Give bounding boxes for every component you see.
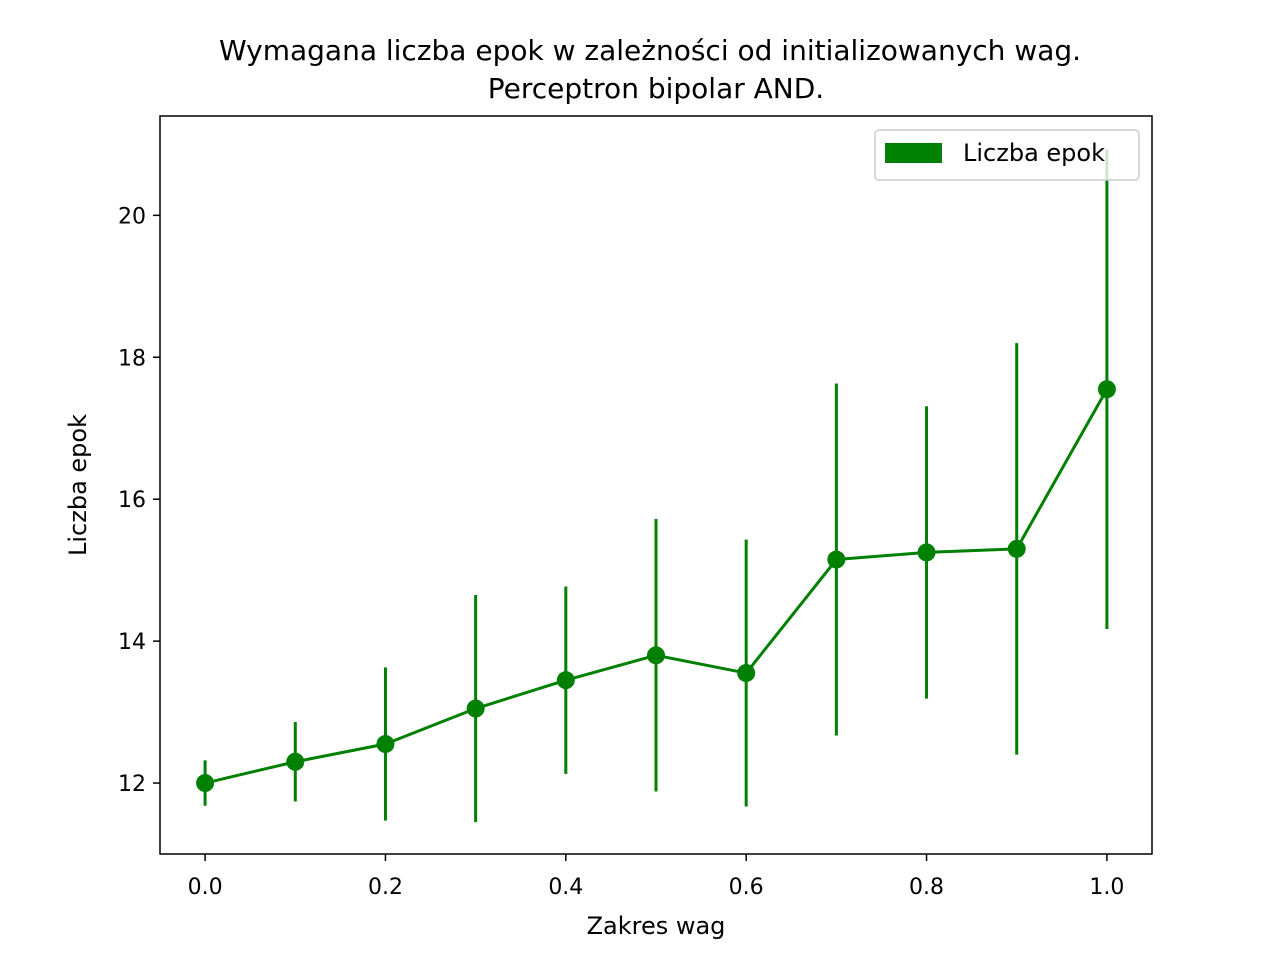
- x-tick-label: 0.0: [188, 875, 223, 900]
- data-point: [1097, 380, 1116, 399]
- chart-title-line-2: Perceptron bipolar AND.: [488, 72, 824, 105]
- x-tick-label: 0.4: [548, 875, 583, 900]
- plot-area: [196, 149, 1116, 823]
- data-point: [647, 646, 665, 665]
- x-tick-label: 1.0: [1089, 875, 1124, 900]
- data-point: [376, 735, 395, 754]
- data-point: [917, 543, 936, 562]
- data-point: [737, 664, 756, 683]
- axes-frame: [159, 115, 1153, 855]
- chart-title-line-1: Wymagana liczba epok w zależności od ini…: [219, 34, 1081, 67]
- axis-ticks: 0.0 0.2 0.4 0.6 0.8 1.0 12 14 16 18 20: [118, 204, 1124, 900]
- legend-entry: Liczba epok: [963, 139, 1105, 167]
- legend: Liczba epok: [874, 129, 1140, 181]
- x-tick-label: 0.6: [729, 875, 764, 900]
- y-tick-label: 16: [118, 488, 146, 513]
- y-tick-label: 20: [118, 204, 146, 229]
- legend-box: [874, 129, 1140, 181]
- data-point: [1007, 539, 1026, 558]
- data-point: [196, 774, 215, 793]
- y-tick-label: 12: [118, 772, 146, 797]
- data-point: [556, 671, 575, 690]
- x-axis-label: Zakres wag: [587, 912, 726, 940]
- y-axis-label: Liczba epok: [64, 414, 92, 556]
- x-tick-label: 0.8: [909, 875, 944, 900]
- y-tick-label: 18: [118, 346, 146, 371]
- data-point: [827, 550, 846, 569]
- y-tick-label: 14: [118, 630, 146, 655]
- data-point: [286, 752, 305, 771]
- legend-swatch: [885, 143, 942, 163]
- data-point: [466, 699, 485, 718]
- x-tick-label: 0.2: [368, 875, 403, 900]
